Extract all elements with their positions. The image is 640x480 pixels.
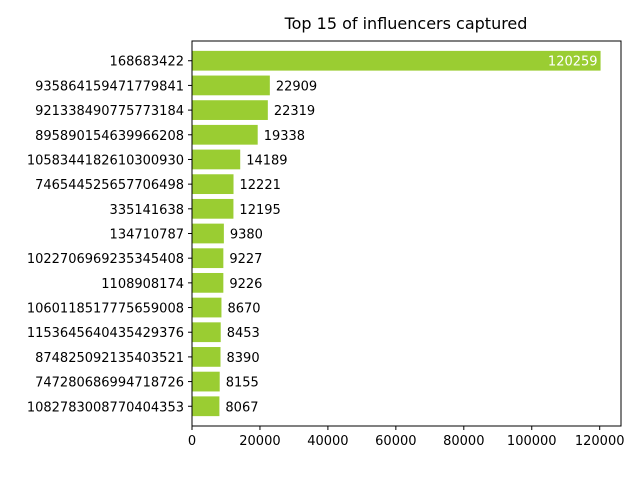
bar-value-label: 8453 <box>227 326 260 341</box>
bar-value-label: 14189 <box>246 153 287 168</box>
y-tick-label: 134710787 <box>110 228 184 243</box>
y-axis: 168683422 935864159471779841 9213384907757… <box>27 55 192 415</box>
bar <box>192 50 601 71</box>
y-tick-label: 168683422 <box>110 55 184 70</box>
y-tick-label: 1060118517775659008 <box>27 302 184 317</box>
y-tick-label: 895890154639966208 <box>35 129 184 144</box>
y-tick-label: 921338490775773184 <box>35 104 184 119</box>
y-tick-label: 747280686994718726 <box>35 376 184 391</box>
bar-value-label: 8670 <box>227 302 260 317</box>
x-tick-label: 60000 <box>375 434 416 449</box>
x-tick-label: 40000 <box>307 434 348 449</box>
x-axis: 0 20000 40000 60000 80000 100000 120000 <box>188 426 625 449</box>
y-tick-label: 874825092135403521 <box>35 351 184 366</box>
bar <box>192 149 241 170</box>
chart-title: Top 15 of influencers captured <box>284 14 528 33</box>
bars-group <box>192 50 601 417</box>
bar <box>192 198 234 219</box>
bar-value-label: 9226 <box>229 277 262 292</box>
bar-value-label: 8390 <box>227 351 260 366</box>
y-tick-label: 935864159471779841 <box>35 79 184 94</box>
plot-frame <box>191 40 622 427</box>
bar-value-label: 9380 <box>230 228 263 243</box>
bar <box>192 223 224 244</box>
x-tick-label: 100000 <box>507 434 557 449</box>
bar <box>192 248 224 269</box>
bar-value-label: 8155 <box>226 376 259 391</box>
bar <box>192 174 234 195</box>
bar <box>192 100 268 120</box>
bar <box>192 322 221 343</box>
y-tick-label: 1108908174 <box>101 277 184 292</box>
bar <box>192 371 220 392</box>
x-tick-label: 80000 <box>443 434 484 449</box>
bar <box>192 396 220 417</box>
bar-value-label: 9227 <box>229 252 262 267</box>
x-tick-label: 120000 <box>575 434 625 449</box>
y-tick-label: 1058344182610300930 <box>27 153 184 168</box>
bar-value-label: 120259 <box>548 55 598 70</box>
bar-value-label: 12195 <box>239 203 280 218</box>
bar <box>192 347 221 367</box>
y-tick-label: 335141638 <box>110 203 184 218</box>
y-tick-label: 1082783008770404353 <box>27 400 184 415</box>
bar-value-label: 22319 <box>274 104 315 119</box>
y-tick-label: 1153645640435429376 <box>27 326 184 341</box>
bar-value-label: 8067 <box>225 400 258 415</box>
bar <box>192 75 270 96</box>
bar-value-label: 22909 <box>276 79 317 94</box>
bar <box>192 297 222 318</box>
y-tick-label: 746544525657706498 <box>35 178 184 193</box>
x-tick-label: 20000 <box>239 434 280 449</box>
bar-value-label: 12221 <box>240 178 281 193</box>
x-tick-label: 0 <box>188 434 196 449</box>
bar <box>192 272 224 293</box>
value-labels-group: 120259 22909 22319 19338 14189 12221 12195 9380… <box>225 55 597 416</box>
bar-value-label: 19338 <box>264 129 305 144</box>
y-tick-label: 1022706969235345408 <box>27 252 184 267</box>
bar <box>192 124 258 145</box>
